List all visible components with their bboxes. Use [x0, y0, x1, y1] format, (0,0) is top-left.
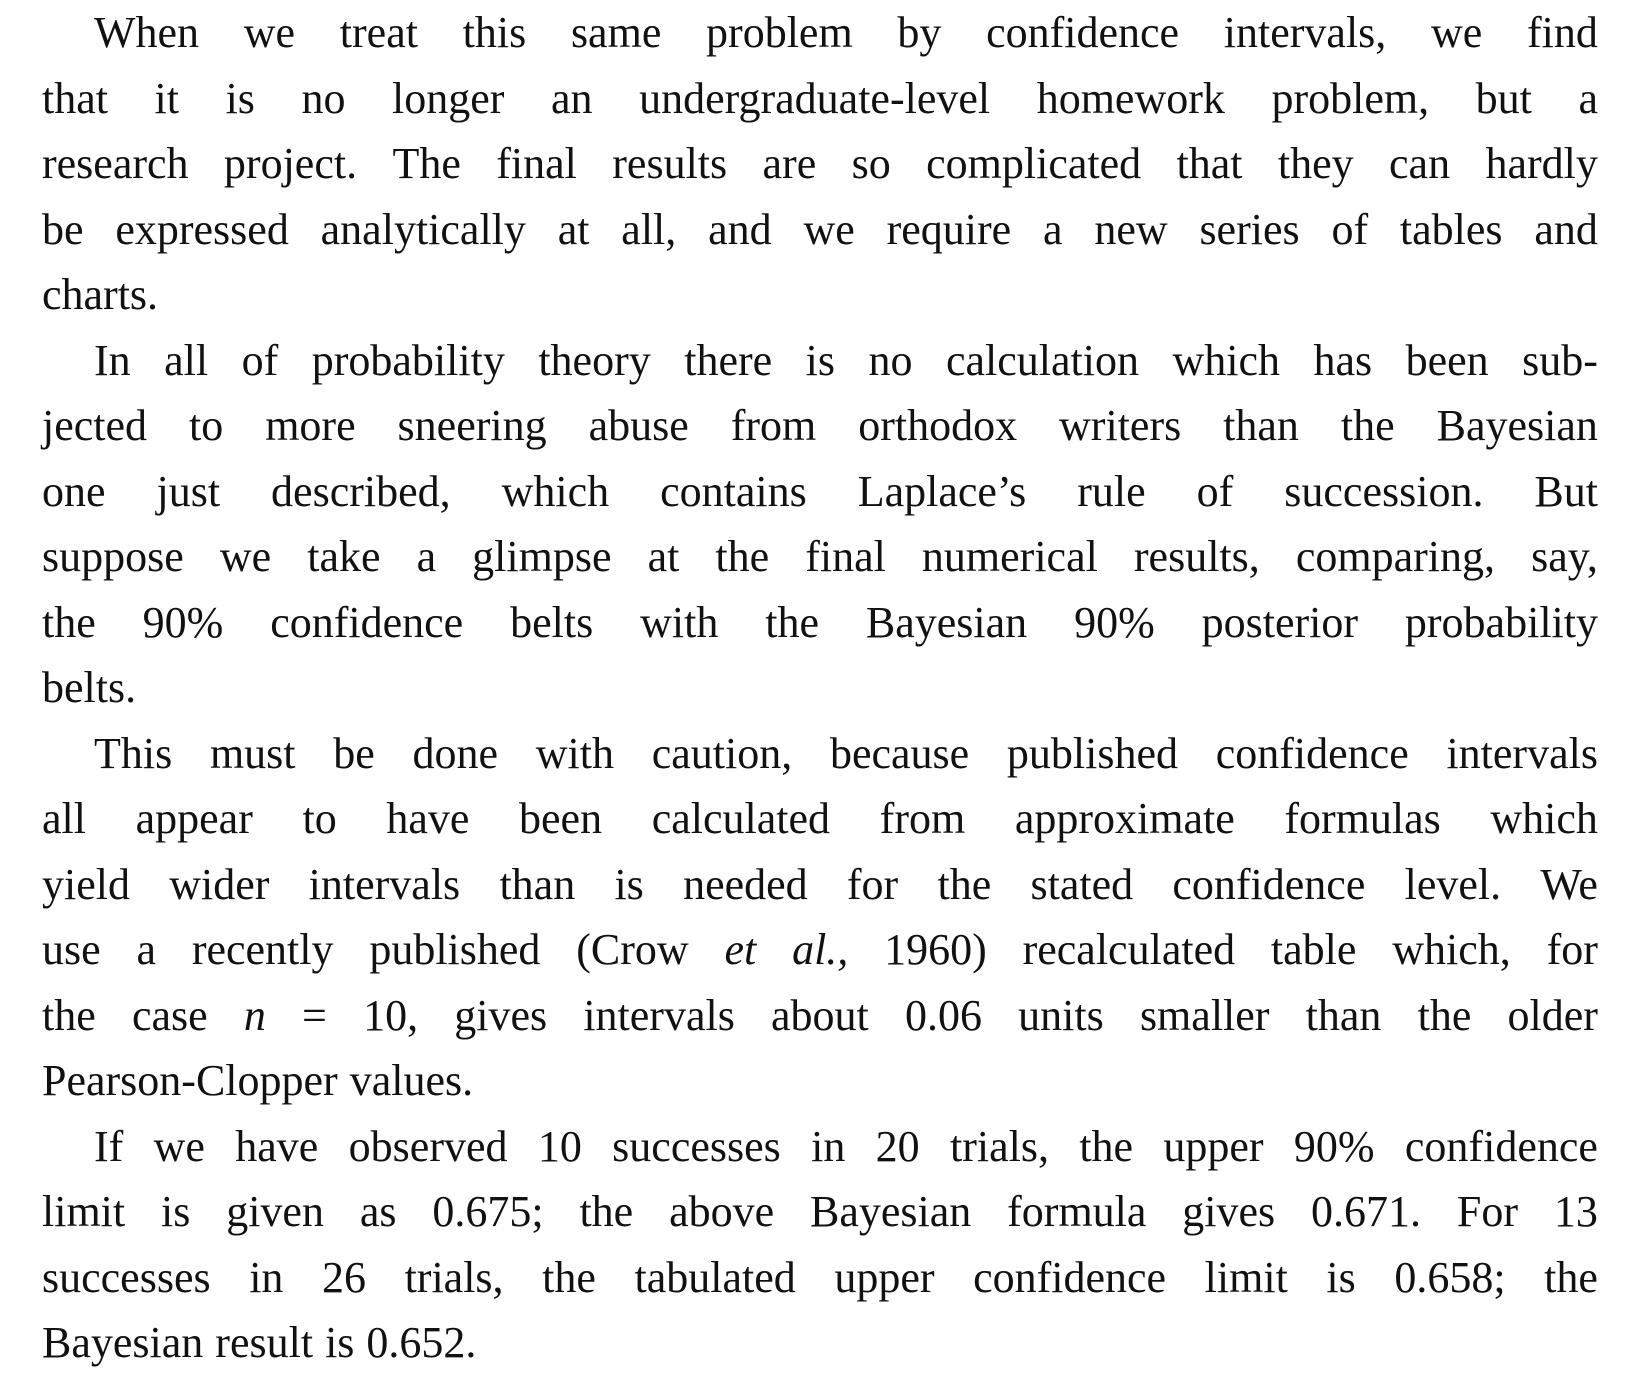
- text-line: that it is no longer an undergraduate-level hom…: [42, 73, 1598, 123]
- text-line: Bayesian result is 0.652.: [42, 1318, 477, 1367]
- text-line: jected to more sneering abuse from orthodox wri…: [42, 401, 1598, 450]
- paragraph: This must be done with caution, because publish…: [42, 721, 1598, 1114]
- text-line: This must be done with caution, because publish…: [94, 728, 1598, 778]
- text-body: When we treat this same problem by confidence in…: [42, 0, 1598, 1376]
- text-line: In all of probability theory there is no calcula…: [94, 335, 1598, 385]
- text-line: all appear to have been calculated from approxi…: [42, 794, 1598, 843]
- paragraph: If we have observed 10 successes in 20 trials, th…: [42, 1114, 1598, 1376]
- text-line: the 90% confidence belts with the Bayesian 90% p…: [42, 597, 1598, 647]
- text-line: If we have observed 10 successes in 20 trials, th…: [94, 1121, 1598, 1171]
- text-line: charts.: [42, 270, 159, 319]
- text-line: successes in 26 trials, the tabulated upper con…: [42, 1252, 1598, 1302]
- text-line: When we treat this same problem by confidence in…: [94, 8, 1598, 57]
- text-line: research project. The final results are so comp…: [42, 139, 1598, 188]
- text-line: belts.: [42, 663, 137, 712]
- text-line: use a recently published (Crow et al., 1960) rec…: [42, 925, 1598, 974]
- text-line: suppose we take a glimpse at the final numerical…: [42, 532, 1598, 581]
- paragraph: When we treat this same problem by confidence in…: [42, 0, 1598, 328]
- text-line: the case n = 10, gives intervals about 0.06 units…: [42, 990, 1598, 1040]
- text-line: Pearson-Clopper values.: [42, 1056, 474, 1105]
- paragraph: In all of probability theory there is no calcula…: [42, 328, 1598, 721]
- text-line: be expressed analytically at all, and we requir…: [42, 204, 1598, 254]
- text-line: yield wider intervals than is needed for the sta…: [42, 859, 1598, 909]
- document-page: When we treat this same problem by confidence in…: [42, 0, 1598, 1367]
- text-line: one just described, which contains Laplace’s r…: [42, 466, 1598, 516]
- text-line: limit is given as 0.675; the above Bayesian form…: [42, 1187, 1598, 1236]
